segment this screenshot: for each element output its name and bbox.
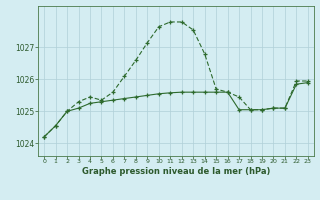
X-axis label: Graphe pression niveau de la mer (hPa): Graphe pression niveau de la mer (hPa)	[82, 167, 270, 176]
